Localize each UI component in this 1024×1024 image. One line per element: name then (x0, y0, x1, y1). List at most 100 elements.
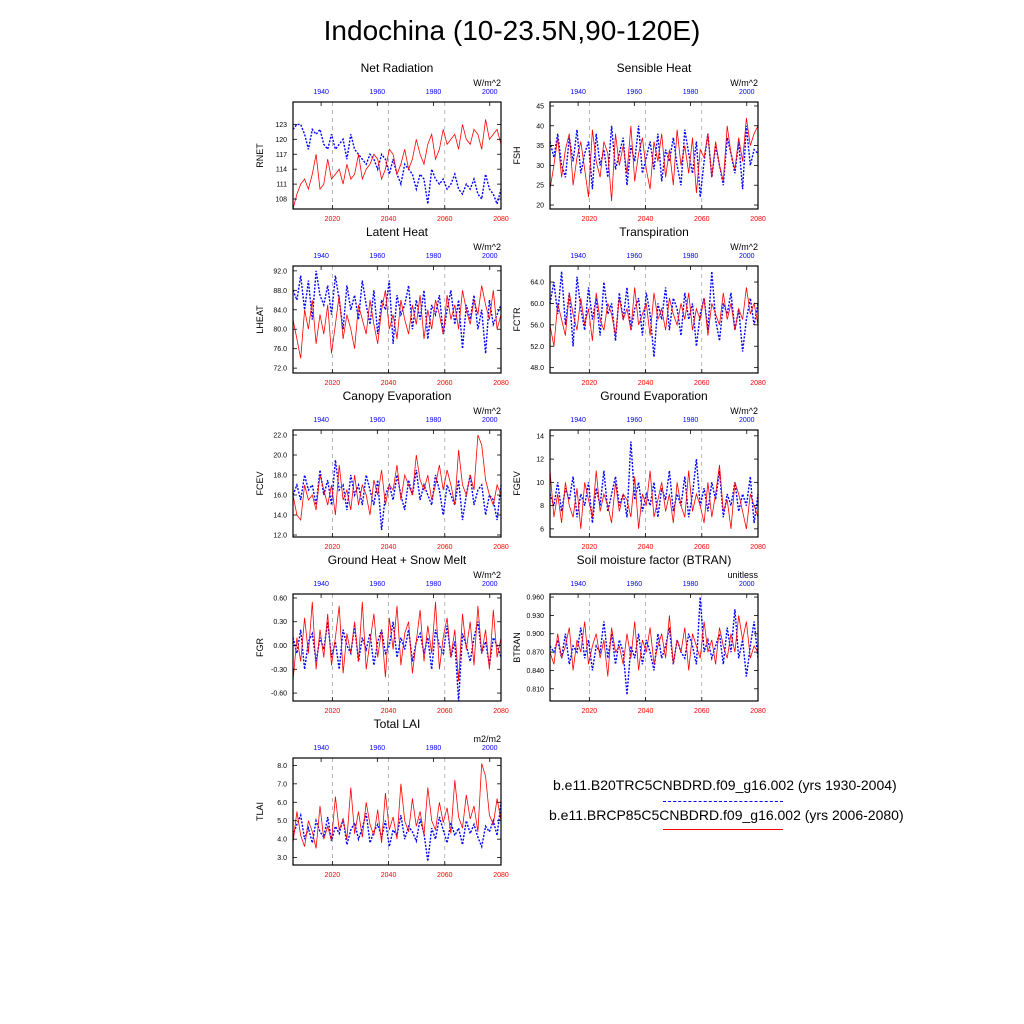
x-tick-label-top-tlai-2000: 2000 (482, 745, 498, 752)
x-tick-label-bottom-rnet-2040: 2040 (381, 216, 397, 223)
y-tick-label-tlai-2: 5.0 (277, 818, 287, 825)
x-tick-label-bottom-btran-2080: 2080 (750, 708, 766, 715)
x-tick-label-bottom-lheat-2020: 2020 (325, 380, 341, 387)
panels: Net RadiationW/m^2RNET108111114117120123… (255, 61, 766, 879)
x-tick-label-bottom-fcev-2080: 2080 (493, 544, 509, 551)
x-tick-label-bottom-fsh-2080: 2080 (750, 216, 766, 223)
x-tick-label-bottom-lheat-2060: 2060 (437, 380, 453, 387)
x-tick-label-bottom-fctr-2060: 2060 (694, 380, 710, 387)
y-tick-label-lheat-0: 72.0 (273, 366, 287, 373)
units-label-lheat: W/m^2 (473, 242, 501, 252)
x-tick-label-top-fgev-1960: 1960 (627, 417, 643, 424)
x-tick-label-top-lheat-1960: 1960 (370, 253, 386, 260)
x-tick-label-bottom-rnet-2020: 2020 (325, 216, 341, 223)
panel-title-fgr: Ground Heat + Snow Melt (328, 553, 467, 567)
series-future-fctr (549, 287, 759, 347)
x-tick-label-bottom-btran-2020: 2020 (582, 708, 598, 715)
x-tick-label-top-fgr-1980: 1980 (426, 581, 442, 588)
x-tick-label-top-tlai-1940: 1940 (313, 745, 329, 752)
x-tick-label-top-fsh-1960: 1960 (627, 89, 643, 96)
y-tick-label-tlai-1: 4.0 (277, 837, 287, 844)
x-tick-label-bottom-fgev-2020: 2020 (582, 544, 598, 551)
panel-fsh: Sensible Heat W/m^2 FSH 20 25 30 35 40 45 2020 204… (512, 61, 766, 223)
plot-frame-fsh (549, 101, 759, 210)
panel-btran: Soil moisture factor (BTRAN) unitless BTRA… (512, 553, 766, 715)
y-tick-label-lheat-1: 76.0 (273, 346, 287, 353)
y-tick-label-rnet-1: 111 (276, 182, 287, 189)
panel-fgr: Ground Heat + Snow Melt W/m^2 FGR -0.60 -0.3… (255, 553, 509, 715)
y-tick-label-lheat-2: 80.0 (273, 327, 287, 334)
x-tick-label-top-fgr-2000: 2000 (482, 581, 498, 588)
x-tick-label-bottom-fcev-2060: 2060 (437, 544, 453, 551)
x-tick-label-top-btran-2000: 2000 (739, 581, 755, 588)
panel-fgev: Ground Evaporation W/m^2 FGEV 6 8 10 12 14 2020 2… (512, 389, 766, 551)
y-tick-label-fctr-2: 56.0 (530, 322, 544, 329)
y-axis-label-fctr: FCTR (512, 307, 522, 331)
series-historical-fgev (549, 441, 759, 524)
y-tick-label-tlai-3: 6.0 (277, 800, 287, 807)
panel-fctr: Transpiration W/m^2 FCTR 48.0 52.0 56.0 60.0 64… (512, 225, 766, 387)
x-tick-label-top-fctr-1940: 1940 (570, 253, 586, 260)
series-future-fgev (549, 464, 759, 529)
y-tick-label-fsh-3: 35 (536, 143, 544, 150)
x-tick-label-bottom-tlai-2040: 2040 (381, 872, 397, 879)
x-tick-label-top-fgr-1960: 1960 (370, 581, 386, 588)
x-tick-label-top-btran-1960: 1960 (627, 581, 643, 588)
y-axis-label-tlai: TLAI (255, 802, 265, 821)
y-tick-label-fgr-1: -0.30 (271, 667, 287, 674)
series-historical-fctr (549, 271, 759, 357)
y-tick-label-fgev-0: 6 (540, 526, 544, 533)
x-tick-label-bottom-rnet-2080: 2080 (493, 216, 509, 223)
x-tick-label-bottom-fctr-2020: 2020 (582, 380, 598, 387)
units-label-fsh: W/m^2 (730, 78, 758, 88)
x-tick-label-bottom-fcev-2040: 2040 (381, 544, 397, 551)
panel-rnet: Net Radiation W/m^2 RNET 108 111 114 117 120 123… (255, 61, 509, 223)
panel-lheat: Latent Heat W/m^2 LHEAT 72.0 76.0 80.0 84.0 88.… (255, 225, 509, 387)
panel-title-fcev: Canopy Evaporation (343, 389, 452, 403)
y-tick-label-fctr-0: 48.0 (530, 365, 544, 372)
x-tick-label-top-fsh-2000: 2000 (739, 89, 755, 96)
y-tick-label-btran-0: 0.810 (526, 686, 544, 693)
panel-title-lheat: Latent Heat (366, 225, 429, 239)
units-label-fctr: W/m^2 (730, 242, 758, 252)
y-tick-label-fgev-1: 8 (540, 503, 544, 510)
y-tick-label-fsh-1: 25 (536, 183, 544, 190)
x-tick-label-top-fgev-1980: 1980 (683, 417, 699, 424)
plot-frame-fctr (549, 265, 759, 374)
legend-historical-line (663, 801, 783, 802)
plot-frame-rnet (292, 101, 502, 210)
y-tick-label-fgr-0: -0.60 (271, 691, 287, 698)
x-tick-label-bottom-fgr-2040: 2040 (381, 708, 397, 715)
y-tick-label-lheat-4: 88.0 (273, 288, 287, 295)
y-tick-label-rnet-3: 117 (276, 152, 287, 159)
legend-historical-label: b.e11.B20TRC5CNBDRD.f09_g16.002 (yrs 193… (553, 777, 897, 793)
y-tick-label-btran-3: 0.900 (526, 631, 544, 638)
x-tick-label-bottom-btran-2040: 2040 (638, 708, 654, 715)
x-tick-label-top-tlai-1960: 1960 (370, 745, 386, 752)
y-tick-label-fcev-1: 14.0 (273, 513, 287, 520)
x-tick-label-top-fcev-1940: 1940 (313, 417, 329, 424)
x-tick-label-bottom-fsh-2060: 2060 (694, 216, 710, 223)
x-tick-label-bottom-btran-2060: 2060 (694, 708, 710, 715)
x-tick-label-top-fcev-2000: 2000 (482, 417, 498, 424)
series-historical-fsh (549, 125, 759, 198)
x-tick-label-bottom-tlai-2020: 2020 (325, 872, 341, 879)
y-tick-label-fcev-0: 12.0 (273, 533, 287, 540)
x-tick-label-top-fctr-1980: 1980 (683, 253, 699, 260)
y-axis-label-fgr: FGR (255, 638, 265, 657)
x-tick-label-top-btran-1940: 1940 (570, 581, 586, 588)
x-tick-label-top-lheat-1940: 1940 (313, 253, 329, 260)
y-tick-label-fgr-3: 0.30 (273, 619, 287, 626)
units-label-fcev: W/m^2 (473, 406, 501, 416)
x-tick-label-bottom-fgev-2060: 2060 (694, 544, 710, 551)
x-tick-label-top-fcev-1980: 1980 (426, 417, 442, 424)
x-tick-label-bottom-fgev-2040: 2040 (638, 544, 654, 551)
y-tick-label-fctr-3: 60.0 (530, 301, 544, 308)
series-historical-btran (549, 597, 759, 695)
plot-frame-lheat (292, 265, 502, 374)
units-label-btran: unitless (727, 570, 758, 580)
x-tick-label-bottom-fsh-2040: 2040 (638, 216, 654, 223)
y-tick-label-fcev-3: 18.0 (273, 473, 287, 480)
